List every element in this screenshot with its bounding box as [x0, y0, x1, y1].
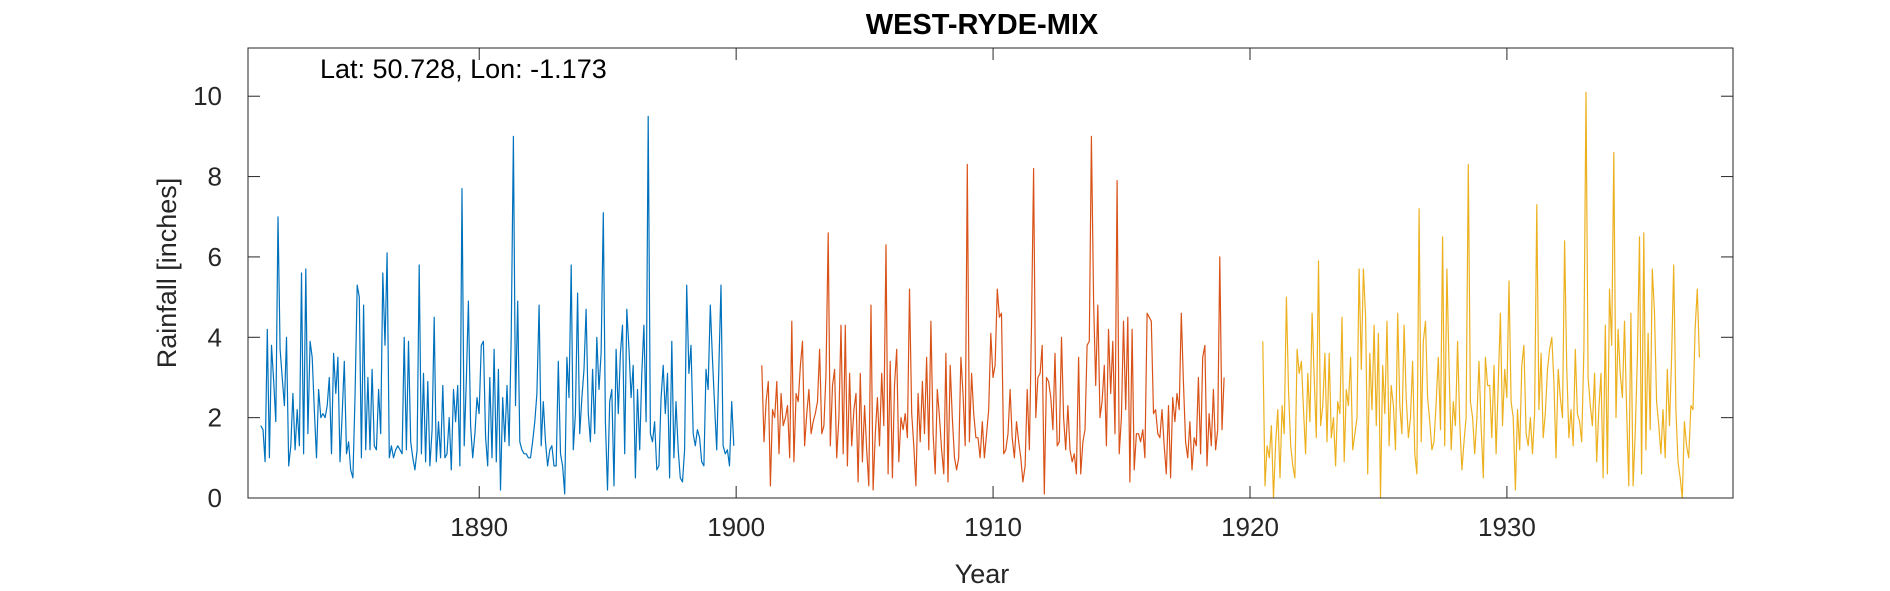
y-tick-label: 0: [208, 483, 222, 513]
chart-title: WEST-RYDE-MIX: [866, 9, 1099, 41]
y-tick-label: 10: [193, 81, 222, 111]
axes-box: [247, 47, 1734, 499]
x-tick-label: 1890: [450, 512, 508, 542]
series-layer: [260, 91, 1700, 499]
x-axis-label: Year: [955, 559, 1010, 589]
x-tick-label: 1900: [707, 512, 765, 542]
tick-layer: 1890 1900 1910 1920 1930 0 2 4 6 8 10: [193, 48, 1733, 542]
series-line-3: [1262, 91, 1700, 499]
y-tick-label: 8: [208, 162, 222, 192]
x-tick-label: 1930: [1478, 512, 1536, 542]
y-tick-label: 4: [208, 322, 222, 352]
series-line-2: [761, 135, 1225, 495]
x-tick-label: 1910: [964, 512, 1022, 542]
y-tick-label: 2: [208, 403, 222, 433]
y-axis-label: Rainfall [inches]: [152, 178, 182, 369]
x-tick-label: 1920: [1221, 512, 1279, 542]
location-annotation: Lat: 50.728, Lon: -1.173: [320, 54, 607, 84]
y-tick-label: 6: [208, 242, 222, 272]
series-line-1: [260, 115, 735, 495]
